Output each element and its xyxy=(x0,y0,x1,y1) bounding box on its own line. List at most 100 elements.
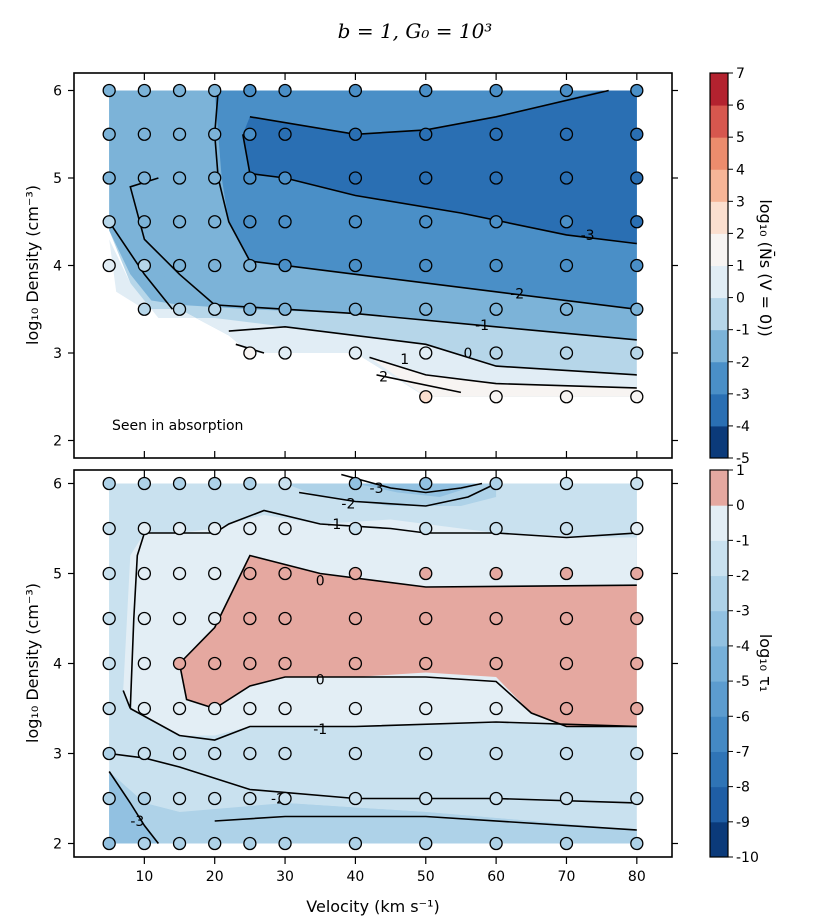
top-contour-region xyxy=(109,239,637,397)
bottom-data-point xyxy=(172,746,187,761)
top-contour-region xyxy=(242,90,637,244)
top-colorbar-tick-label: 4 xyxy=(736,162,745,178)
bottom-data-point xyxy=(172,701,187,716)
top-data-point xyxy=(348,346,363,360)
bottom-data-point xyxy=(559,656,574,671)
top-data-point xyxy=(137,258,152,273)
bottom-data-point xyxy=(278,836,292,851)
top-contour-region xyxy=(109,90,215,305)
top-colorbar-segment xyxy=(710,265,728,299)
top-data-point xyxy=(630,83,644,98)
top-colorbar-tick-label: -3 xyxy=(736,387,750,403)
top-data-point xyxy=(559,390,574,404)
bottom-data-point xyxy=(137,701,152,716)
bottom-y-axis-label: log₁₀ Density (cm⁻³) xyxy=(23,583,42,743)
top-data-points xyxy=(102,83,644,404)
bottom-data-point xyxy=(208,476,222,491)
top-colorbar-segment xyxy=(710,105,728,138)
bottom-data-point xyxy=(630,566,644,581)
top-data-point xyxy=(419,346,433,360)
bottom-contour-line xyxy=(129,707,637,741)
top-data-point xyxy=(243,258,257,273)
top-data-point xyxy=(630,390,644,404)
bottom-contour-label: 0 xyxy=(316,673,325,689)
bottom-data-point xyxy=(559,611,574,626)
bottom-data-point xyxy=(137,836,152,851)
bottom-contour-line xyxy=(178,554,637,665)
top-colorbar-segment xyxy=(710,393,728,427)
top-contour-line xyxy=(228,325,637,376)
top-colorbar-tick-label: 6 xyxy=(736,98,745,114)
bottom-data-point xyxy=(489,701,503,716)
bottom-data-point xyxy=(278,791,292,806)
bottom-data-point xyxy=(278,701,292,716)
bottom-colorbar-segment xyxy=(710,540,728,577)
bottom-contour-label: 0 xyxy=(316,574,325,590)
bottom-colorbar-tick-label: -5 xyxy=(736,674,750,690)
bottom-colorbar-segment xyxy=(710,821,728,858)
top-data-point xyxy=(559,258,574,273)
bottom-data-point xyxy=(172,566,187,581)
bottom-data-point xyxy=(489,791,503,806)
top-data-point xyxy=(489,390,503,404)
top-data-point xyxy=(419,171,433,185)
bottom-data-point xyxy=(278,611,292,626)
bottom-data-point xyxy=(630,521,644,536)
top-data-point xyxy=(559,215,574,229)
bottom-data-point xyxy=(172,521,187,536)
top-data-point xyxy=(243,302,257,316)
top-data-point xyxy=(348,171,363,185)
top-contour-line xyxy=(129,177,637,341)
top-data-point xyxy=(208,83,222,98)
top-data-point xyxy=(559,171,574,185)
bottom-data-points xyxy=(102,476,644,851)
bottom-data-point xyxy=(208,701,222,716)
top-colorbar-label: log₁₀ (N̄s (V = 0)) xyxy=(756,199,775,336)
bottom-colorbar-segment xyxy=(710,575,728,612)
top-data-point xyxy=(419,215,433,229)
top-data-point xyxy=(102,83,116,98)
bottom-data-point xyxy=(559,566,574,581)
top-data-point xyxy=(137,171,152,185)
bottom-y-tick-label: 2 xyxy=(53,837,62,853)
top-data-point xyxy=(419,83,433,98)
bottom-colorbar-tick-label: 0 xyxy=(736,498,745,514)
bottom-colorbar-segment xyxy=(710,505,728,541)
top-data-point xyxy=(630,215,644,229)
bottom-data-point xyxy=(348,791,363,806)
top-contour-label: 0 xyxy=(464,346,473,362)
bottom-data-point xyxy=(419,746,433,761)
top-data-point xyxy=(278,171,292,185)
bottom-x-tick-label: 50 xyxy=(417,869,435,885)
bottom-x-tick-label: 30 xyxy=(276,869,294,885)
top-data-point xyxy=(489,215,503,229)
bottom-data-point xyxy=(102,611,116,626)
bottom-data-point xyxy=(559,521,574,536)
bottom-data-point xyxy=(137,611,152,626)
top-data-point xyxy=(278,127,292,141)
bottom-data-point xyxy=(208,521,222,536)
bottom-data-point xyxy=(102,791,116,806)
bottom-data-point xyxy=(137,791,152,806)
bottom-colorbar-tick-label: 1 xyxy=(736,463,745,479)
top-contour-line xyxy=(213,90,637,311)
top-colorbar-segment xyxy=(710,137,728,170)
bottom-colorbar-frame xyxy=(709,469,729,858)
top-colorbar-segment xyxy=(710,425,728,459)
top-colorbar: -5 -4 -3 -2 -1 0 1 2 3 4 5 6 7 xyxy=(709,66,750,467)
bottom-data-point xyxy=(102,521,116,536)
top-colorbar-tick-label: -1 xyxy=(736,323,750,339)
top-contour-regions xyxy=(109,90,637,397)
top-data-point xyxy=(348,127,363,141)
top-colorbar-tick-label: 7 xyxy=(736,66,745,82)
bottom-data-point xyxy=(208,656,222,671)
top-data-point xyxy=(630,258,644,273)
bottom-data-point xyxy=(102,656,116,671)
top-data-point xyxy=(172,302,187,316)
bottom-data-point xyxy=(630,656,644,671)
bottom-data-point xyxy=(489,521,503,536)
bottom-data-point xyxy=(630,746,644,761)
bottom-data-point xyxy=(243,746,257,761)
